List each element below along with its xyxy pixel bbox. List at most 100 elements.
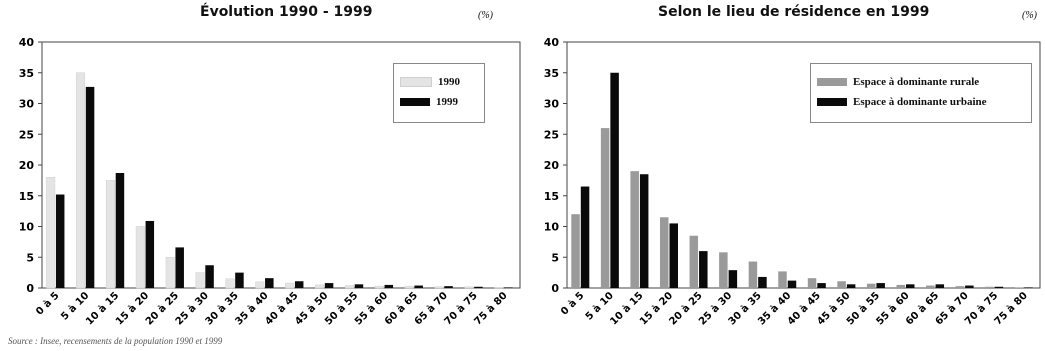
legend-item: 1999 [400, 92, 478, 112]
bar [896, 284, 905, 288]
bar [235, 272, 244, 288]
y-tick-label: 40 [19, 36, 35, 49]
y-tick-label: 35 [544, 67, 559, 80]
chart-panel-left: Évolution 1990 - 1999 (%) 0 5 10 15 20 25 30 35… [0, 0, 521, 335]
legend: 1990 1999 [393, 63, 485, 123]
bar [571, 214, 580, 288]
y-tick-label: 15 [19, 190, 34, 203]
bar [76, 72, 86, 289]
bar [135, 226, 145, 289]
bar [354, 284, 364, 288]
source-note: Source : Insee, recensements de la popul… [8, 336, 223, 346]
bar [46, 177, 56, 289]
legend-swatch [817, 78, 847, 86]
bar [225, 278, 235, 289]
y-tick-label: 30 [19, 98, 35, 111]
legend-label: Espace à dominante rurale [853, 76, 980, 88]
bar [580, 186, 590, 288]
bar [55, 194, 65, 288]
bar [758, 276, 767, 288]
y-tick-label: 0 [551, 282, 559, 295]
chart-title: Évolution 1990 - 1999 [200, 4, 373, 20]
y-tick-label: 15 [544, 190, 559, 203]
bar [315, 284, 325, 289]
chart-panel-right: Selon le lieu de résidence en 1999 (%) 0… [525, 0, 1045, 335]
y-tick-label: 20 [544, 159, 560, 172]
x-tick-label: 0 à 5 [558, 290, 586, 318]
bar [255, 281, 265, 289]
bar [985, 286, 994, 288]
unit-label: (%) [478, 10, 493, 21]
bar [384, 284, 394, 288]
bar [669, 223, 678, 288]
x-tick-label: 75 à 80 [992, 290, 1030, 328]
y-tick-label: 25 [544, 128, 559, 141]
bar [494, 287, 504, 289]
bar [474, 286, 483, 288]
bar [610, 72, 619, 288]
bar [876, 283, 885, 288]
chart-title: Selon le lieu de résidence en 1999 [658, 4, 930, 20]
bar [787, 280, 797, 288]
bar [324, 283, 334, 288]
legend-label: 1999 [436, 96, 458, 108]
bar [639, 174, 649, 288]
bar [265, 278, 274, 288]
bar [630, 171, 639, 288]
bar [414, 285, 423, 288]
bar [778, 271, 787, 288]
bar [817, 283, 826, 288]
bar [699, 251, 708, 288]
bar [719, 252, 728, 288]
bar [600, 128, 610, 288]
bar [374, 285, 384, 289]
bar [205, 265, 214, 288]
legend-item: 1990 [400, 72, 478, 92]
bar [965, 285, 974, 288]
legend-item: Espace à dominante rurale [817, 72, 1025, 92]
legend: Espace à dominante rurale Espace à domina… [810, 63, 1032, 123]
bar [85, 86, 95, 289]
x-tick-label: 0 à 5 [34, 290, 62, 318]
bar [294, 281, 304, 288]
legend-swatch [400, 77, 432, 87]
bar [285, 282, 295, 289]
bar [504, 287, 513, 288]
unit-label: (%) [1022, 10, 1037, 21]
bar [115, 172, 125, 288]
legend-label: Espace à dominante urbaine [853, 96, 987, 108]
legend-swatch [400, 98, 430, 106]
bar [926, 285, 935, 288]
x-tick-label: 75 à 80 [472, 290, 510, 328]
bar [837, 281, 846, 288]
bar [1024, 287, 1033, 288]
bar [434, 286, 444, 289]
bar [145, 220, 155, 288]
bar [905, 284, 915, 288]
y-tick-label: 5 [26, 251, 34, 264]
bar [748, 261, 758, 288]
bar [1014, 287, 1024, 288]
bar [175, 247, 184, 288]
y-tick-label: 25 [19, 128, 34, 141]
bar [105, 180, 115, 289]
bar [728, 270, 738, 288]
y-tick-label: 35 [19, 67, 34, 80]
bar [659, 217, 669, 288]
bar [689, 235, 699, 288]
y-tick-label: 30 [544, 98, 560, 111]
y-tick-label: 5 [551, 251, 559, 264]
legend-label: 1990 [438, 76, 460, 88]
y-tick-label: 0 [26, 282, 34, 295]
bar [866, 283, 876, 288]
y-tick-label: 10 [544, 221, 560, 234]
bar [344, 285, 354, 289]
bar [464, 286, 474, 289]
y-tick-label: 10 [19, 221, 35, 234]
legend-swatch [817, 98, 847, 106]
bar [955, 286, 965, 288]
y-tick-label: 20 [19, 159, 35, 172]
bar [444, 286, 453, 288]
